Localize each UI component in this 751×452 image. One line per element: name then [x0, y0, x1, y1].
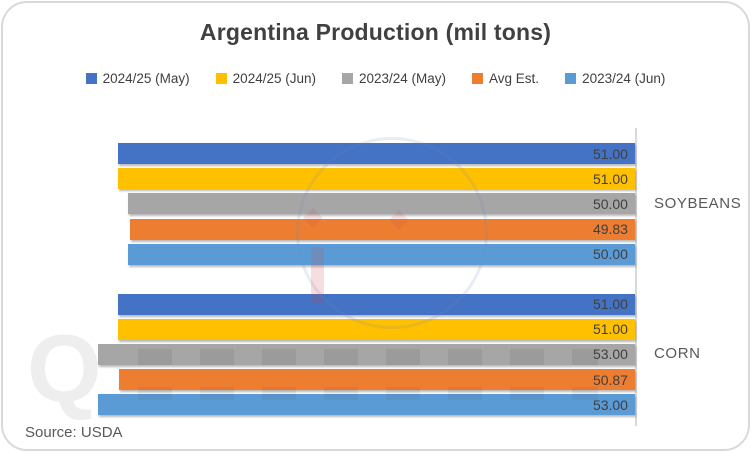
bar-corn-2024-25-jun: 51.00 [118, 318, 635, 340]
legend-swatch-icon [85, 73, 97, 84]
bar-value-label: 51.00 [592, 170, 628, 187]
legend-item-2024-25-jun: 2024/25 (Jun) [215, 71, 316, 86]
category-axis-line [635, 128, 637, 426]
chart-title: Argentina Production (mil tons) [199, 19, 552, 45]
legend-swatch-icon [565, 73, 577, 84]
bar-soybeans-2023-24-jun: 50.00 [128, 243, 635, 265]
legend-label: 2024/25 (Jun) [232, 71, 316, 86]
bar-corn-2023-24-may: 53.00 [97, 343, 635, 365]
bar-value-label: 49.83 [592, 221, 628, 238]
bar-soybeans-2024-25-may: 51.00 [118, 143, 635, 164]
bar-value-label: 53.00 [592, 346, 628, 363]
legend-label: 2024/25 (May) [102, 71, 190, 86]
bar-corn-avg-est: 50.87 [119, 369, 635, 391]
legend-item-2024-25-may: 2024/25 (May) [85, 71, 190, 86]
bar-soybeans-2024-25-jun: 51.00 [118, 168, 635, 190]
bar-value-label: 50.87 [592, 371, 628, 388]
legend-swatch-icon [341, 73, 353, 84]
bar-corn-2023-24-jun: 53.00 [97, 394, 635, 416]
legend-item-avg-est: Avg Est. [472, 71, 539, 86]
bar-value-label: 51.00 [592, 296, 628, 312]
source-note: Source: USDA [25, 424, 123, 441]
bar-soybeans-avg-est: 49.83 [129, 218, 635, 240]
bar-value-label: 53.00 [592, 396, 628, 413]
legend-swatch-icon [215, 73, 227, 84]
bar-value-label: 50.00 [592, 195, 628, 212]
category-label-soybeans: SOYBEANS [654, 194, 742, 212]
watermark-letter: Q [27, 315, 102, 422]
legend-item-2023-24-jun: 2023/24 (Jun) [565, 71, 665, 86]
bar-value-label: 51.00 [592, 321, 628, 338]
legend: 2024/25 (May) 2024/25 (Jun) 2023/24 (May) A… [3, 71, 748, 86]
category-label-corn: CORN [654, 345, 701, 363]
legend-label: 2023/24 (Jun) [582, 71, 666, 86]
legend-swatch-icon [472, 73, 484, 84]
bar-soybeans-2023-24-may: 50.00 [128, 193, 635, 215]
legend-item-2023-24-may: 2023/24 (May) [341, 71, 447, 86]
bar-value-label: 50.00 [592, 246, 628, 263]
bar-value-label: 51.00 [592, 145, 628, 162]
legend-label: Avg Est. [489, 71, 540, 86]
bar-corn-2024-25-may: 51.00 [118, 293, 635, 315]
legend-label: 2023/24 (May) [358, 71, 447, 86]
